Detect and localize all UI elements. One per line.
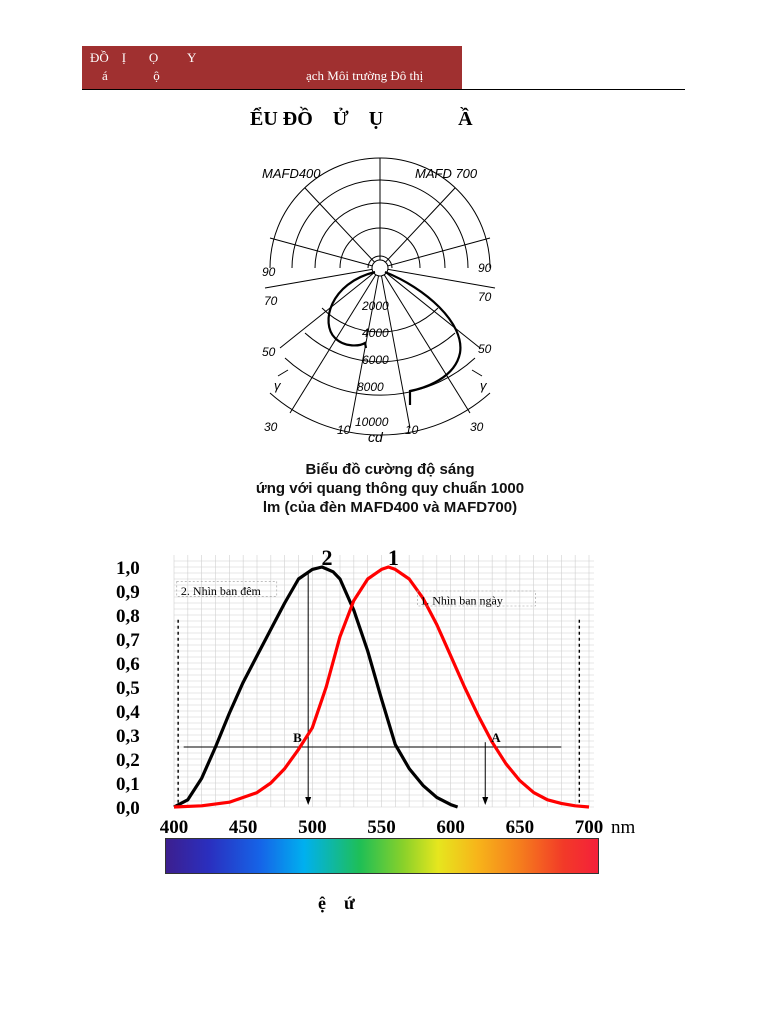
y-tick-label: 0,6 xyxy=(116,654,140,675)
x-tick-label: 550 xyxy=(367,817,396,838)
x-tick-label: 450 xyxy=(229,817,258,838)
y-tick-label: 0,2 xyxy=(116,750,140,771)
legend-night: 2. Nhìn ban đêm xyxy=(181,584,262,598)
angle-label-right-90: 90 xyxy=(478,261,492,275)
header-band: ĐỒ Ị Ọ Y á ộ ạch Môi trường Đô thị xyxy=(82,46,462,90)
angle-label-left-10: 10 xyxy=(337,423,351,437)
x-tick-label: 700 xyxy=(575,817,604,838)
x-tick-label: 650 xyxy=(506,817,535,838)
angle-label-right-30: 30 xyxy=(470,420,484,434)
series-curve-2 xyxy=(173,565,590,809)
marker-arrow-B xyxy=(305,797,312,805)
visible-spectrum-bar xyxy=(165,838,599,874)
intensity-label-8000: 8000 xyxy=(357,380,384,394)
page-title: ỂU ĐỒ Ử Ụ Ầ xyxy=(250,108,473,130)
gamma-arrow-right xyxy=(471,369,483,377)
chart-labels: 0,0 0,1 0,2 0,3 0,4 0,5 0,6 0,7 0,8 0,9 1,0 400 450 5… xyxy=(116,545,636,838)
series-number-label: 2 xyxy=(322,545,333,570)
series-number-label: 1 xyxy=(388,545,399,570)
polar-caption-line-3: lm (của đèn MAFD400 và MAFD700) xyxy=(262,499,518,516)
header-line-1: ĐỒ Ị Ọ Y xyxy=(90,50,197,65)
header-line-2: á ộ xyxy=(102,68,160,83)
polar-curve-mafd700 xyxy=(384,270,462,405)
polar-intensity-figure: MAFD400 MAFD 700 90 90 70 70 50 50 30 xyxy=(250,148,530,448)
intensity-label-10000: 10000 xyxy=(355,415,389,429)
header-rule xyxy=(82,89,685,90)
figure-caption: ệ ứ xyxy=(318,893,355,913)
header-line-3: ạch Môi trường Đô thị xyxy=(306,68,424,83)
y-tick-label: 1,0 xyxy=(116,558,140,579)
angle-label-right-50: 50 xyxy=(478,342,492,356)
y-tick-label: 0,9 xyxy=(116,582,140,603)
x-tick-label: 400 xyxy=(160,817,189,838)
y-tick-label: 0,0 xyxy=(116,798,140,819)
polar-lower-arc-2 xyxy=(304,332,456,363)
y-tick-label: 0,5 xyxy=(116,678,140,699)
polar-lower-arc-1 xyxy=(321,307,439,333)
intensity-label-4000: 4000 xyxy=(362,326,389,340)
intensity-label-2000: 2000 xyxy=(361,299,389,313)
series-curve-1 xyxy=(173,565,459,809)
angle-label-left-50: 50 xyxy=(262,345,276,359)
polar-caption-line-1: Biểu đồ cường độ sáng xyxy=(305,461,475,478)
y-tick-label: 0,7 xyxy=(116,630,140,651)
marker-label-A: A xyxy=(491,730,501,745)
y-tick-label: 0,4 xyxy=(116,702,140,723)
legend-night-box xyxy=(176,581,278,597)
y-tick-label: 0,8 xyxy=(116,606,140,627)
marker-arrow-A xyxy=(482,797,489,805)
polar-caption-line-2: ứng với quang thông quy chuẩn 1000 xyxy=(255,480,525,497)
intensity-label-6000: 6000 xyxy=(362,353,389,367)
angle-label-right-70: 70 xyxy=(478,290,492,304)
gamma-arrow-left xyxy=(277,369,289,377)
gamma-symbol-left: γ xyxy=(274,378,282,393)
polar-label-left: MAFD400 xyxy=(262,166,321,181)
marker-label-B: B xyxy=(293,730,302,745)
spectral-sensitivity-chart: 0,0 0,1 0,2 0,3 0,4 0,5 0,6 0,7 0,8 0,9 1,0 400 450 5… xyxy=(116,545,636,838)
y-tick-label: 0,3 xyxy=(116,726,140,747)
angle-label-right-10: 10 xyxy=(405,423,419,437)
polar-label-right: MAFD 700 xyxy=(415,166,478,181)
polar-curve-mafd400 xyxy=(327,270,376,349)
polar-lower-arc-3 xyxy=(284,357,476,396)
polar-lower-arc-4 xyxy=(269,392,491,436)
angle-label-left-90: 90 xyxy=(262,265,276,279)
polar-caption: Biểu đồ cường độ sáng ứng với quang thôn… xyxy=(225,460,555,517)
x-unit-label: nm xyxy=(611,817,636,838)
angle-label-left-70: 70 xyxy=(264,294,278,308)
chart-series xyxy=(173,565,590,809)
angle-label-left-30: 30 xyxy=(264,420,278,434)
intensity-unit: cd xyxy=(368,429,384,445)
gamma-symbol-right: γ xyxy=(480,378,488,393)
y-tick-label: 0,1 xyxy=(116,774,140,795)
legend-day-box xyxy=(417,590,536,607)
x-tick-label: 500 xyxy=(298,817,327,838)
chart-grid xyxy=(173,555,594,808)
x-tick-label: 600 xyxy=(436,817,465,838)
legend-day: 1. Nhìn ban ngày xyxy=(420,594,503,608)
